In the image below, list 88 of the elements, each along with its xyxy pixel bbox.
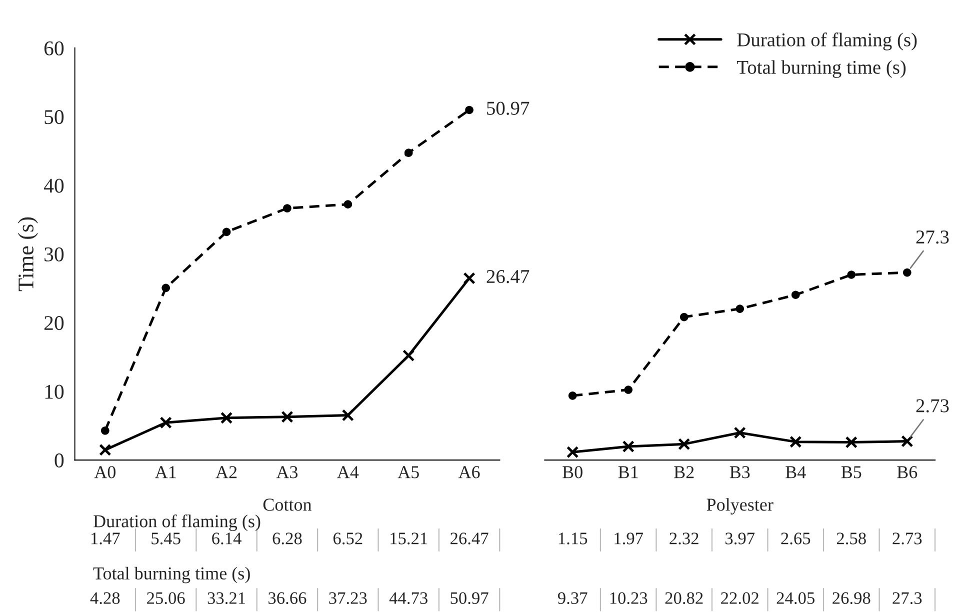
- point: [281, 410, 294, 424]
- point: [736, 304, 744, 313]
- legend-label: Total burning time (s): [736, 60, 906, 78]
- point: [465, 106, 474, 114]
- point: [847, 270, 856, 279]
- x-tick-label: A3: [276, 466, 298, 478]
- data-label: 22.02: [721, 592, 758, 604]
- data-label: 44.73: [389, 592, 428, 604]
- data-label: 20.82: [665, 592, 703, 604]
- annotation: 26.47: [486, 270, 530, 284]
- x-tick-label: A5: [398, 466, 419, 478]
- data-label: 2.73: [892, 532, 922, 544]
- y-tick-label: 0: [54, 453, 64, 468]
- point: [344, 200, 352, 209]
- data-label: 6.28: [272, 532, 302, 544]
- point: [220, 412, 233, 424]
- x-tick-label: A6: [458, 466, 480, 478]
- x-tick-label: A0: [94, 466, 116, 478]
- annotation: 50.97: [487, 102, 530, 115]
- y-tick-label: 40: [44, 178, 64, 193]
- y-tick-label: 50: [44, 110, 64, 124]
- data-label: 2.58: [836, 532, 866, 544]
- point: [100, 426, 110, 435]
- x-tick-label: B3: [730, 466, 750, 478]
- x-axis-title: Polyester: [706, 498, 774, 514]
- data-label: 2.32: [670, 532, 698, 544]
- point: [734, 426, 746, 439]
- x-axis-title: Cotton: [263, 498, 312, 511]
- x-tick-label: A2: [216, 466, 237, 478]
- x-tick-label: A4: [337, 466, 359, 478]
- point: [160, 416, 172, 429]
- annotation: 27.3: [916, 230, 949, 244]
- data-label: 4.28: [90, 592, 120, 604]
- data-label: 27.3: [892, 592, 922, 604]
- data-label: 1.15: [558, 532, 588, 544]
- x-tick-label: B5: [841, 466, 862, 478]
- point: [568, 392, 577, 400]
- x-tick-label: B2: [674, 466, 694, 478]
- point: [162, 284, 170, 292]
- y-tick-label: 60: [44, 41, 64, 56]
- annotation: 2.73: [916, 399, 949, 412]
- point: [404, 148, 413, 158]
- data-label: 10.23: [610, 592, 648, 604]
- data-label: 1.97: [614, 532, 644, 544]
- point: [566, 446, 579, 458]
- point: [463, 272, 476, 284]
- text: Duration of flaming (s): [94, 514, 260, 532]
- x-tick-label: B0: [562, 466, 582, 478]
- data-label: 5.45: [152, 532, 180, 544]
- point: [678, 438, 690, 450]
- point: [99, 444, 112, 456]
- point: [845, 436, 858, 448]
- data-label: 1.47: [91, 532, 120, 544]
- data-label: 3.97: [726, 532, 755, 544]
- legend-label: Duration of flaming (s): [737, 32, 917, 50]
- point: [283, 204, 292, 212]
- point: [680, 312, 688, 322]
- y-axis-title: Time (s): [18, 217, 38, 292]
- y-tick-label: 10: [45, 384, 64, 399]
- data-label: 26.98: [832, 592, 870, 604]
- data-label: 26.47: [450, 532, 488, 544]
- point: [342, 409, 354, 422]
- point: [790, 436, 802, 448]
- point: [624, 386, 633, 394]
- y-tick-label: 30: [44, 247, 64, 262]
- data-label: 24.05: [776, 592, 814, 604]
- data-label: 6.14: [212, 532, 242, 544]
- x-tick-label: B4: [786, 466, 806, 478]
- x-tick-label: B6: [897, 466, 918, 478]
- x-tick-label: B1: [618, 466, 638, 478]
- y-tick-label: 20: [44, 316, 64, 330]
- data-label: 9.37: [558, 592, 588, 604]
- point: [902, 268, 912, 277]
- text: Total burning time (s): [93, 566, 250, 584]
- point: [901, 435, 914, 448]
- point: [402, 349, 415, 362]
- data-label: 36.66: [268, 592, 306, 604]
- data-label: 37.23: [329, 592, 367, 604]
- data-label: 6.52: [333, 532, 362, 544]
- x-tick-label: A1: [154, 466, 176, 478]
- data-label: 15.21: [390, 532, 428, 544]
- point: [222, 228, 231, 236]
- data-label: 33.21: [208, 592, 246, 604]
- point: [791, 290, 800, 300]
- data-label: 25.06: [147, 592, 185, 604]
- point: [622, 440, 634, 453]
- data-label: 2.65: [781, 532, 810, 544]
- data-label: 50.97: [450, 592, 488, 604]
